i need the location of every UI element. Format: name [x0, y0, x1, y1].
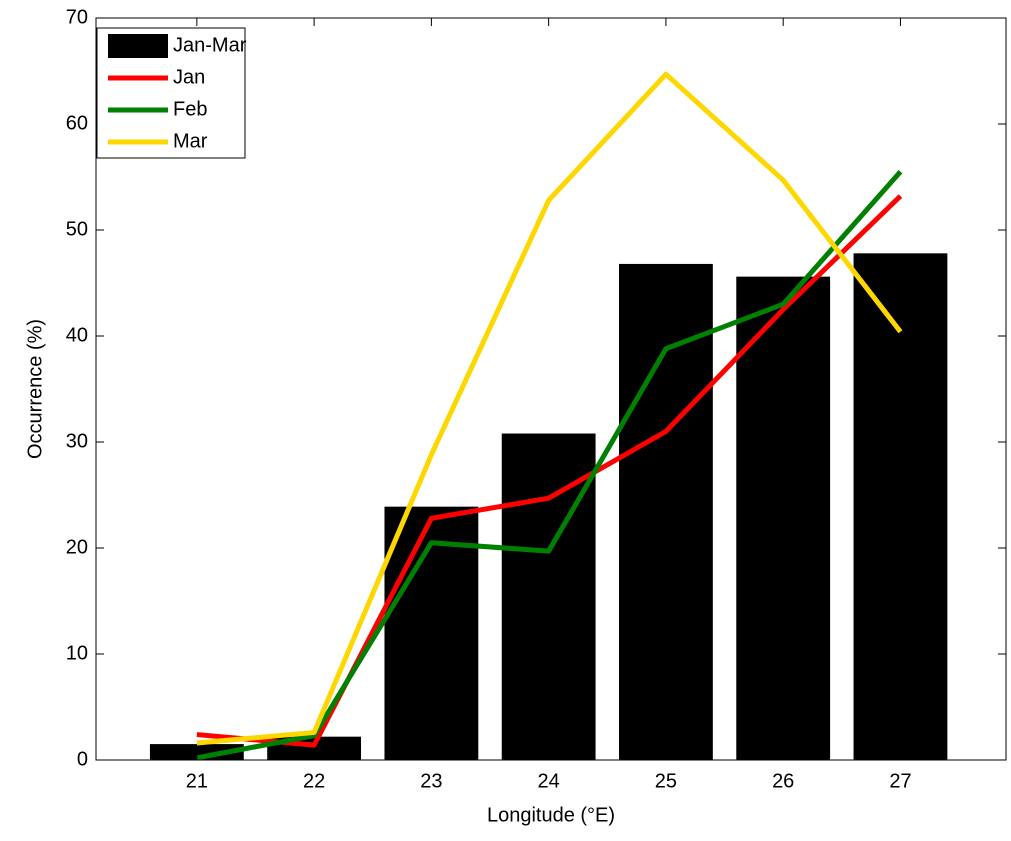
plot-frame: [95, 17, 1007, 761]
line: [196, 194, 903, 748]
line: [196, 71, 903, 746]
x-tick-label: 25: [655, 770, 677, 792]
bar: [736, 276, 831, 760]
legend-label: Mar: [173, 130, 208, 152]
y-tick-label: 0: [77, 748, 88, 770]
x-tick-label: 24: [538, 770, 560, 792]
y-tick-label: 50: [66, 218, 88, 240]
legend-label: Jan-Mar: [173, 34, 247, 56]
y-tick-label: 20: [66, 536, 88, 558]
legend-swatch: [108, 34, 168, 58]
x-tick-label: 23: [420, 770, 442, 792]
x-tick-label: 27: [889, 770, 911, 792]
bar: [384, 506, 479, 760]
y-tick-label: 70: [66, 6, 88, 28]
x-tick-label: 21: [186, 770, 208, 792]
legend-label: Jan: [173, 66, 205, 88]
x-tick-label: 22: [303, 770, 325, 792]
y-tick-label: 40: [66, 324, 88, 346]
y-tick-label: 10: [66, 642, 88, 664]
x-axis-label: Longitude (°E): [487, 804, 615, 826]
y-tick-label: 30: [66, 430, 88, 452]
bar: [501, 433, 596, 760]
y-tick-label: 60: [66, 112, 88, 134]
y-axis-label: Occurrence (%): [24, 319, 46, 459]
legend-label: Feb: [173, 98, 207, 120]
x-tick-label: 26: [772, 770, 794, 792]
line: [196, 170, 903, 761]
bar: [853, 253, 948, 760]
